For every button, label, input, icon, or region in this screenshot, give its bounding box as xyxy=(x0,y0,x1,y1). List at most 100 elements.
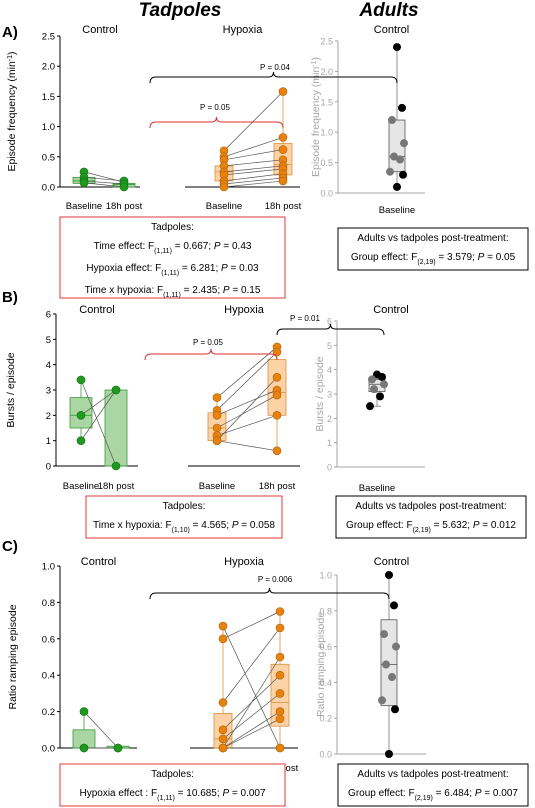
y-tick-label: 5 xyxy=(46,335,51,346)
group-label: Hypoxia xyxy=(224,556,265,568)
adult-stats-line: Group effect: F(2,19) = 3.579; P = 0.05 xyxy=(351,252,516,266)
y-axis-label: Ratio ramping episode xyxy=(7,604,19,709)
stats-p: P xyxy=(232,520,239,531)
adult-y-tick-label: 2.0 xyxy=(320,67,333,77)
adult-y-axis-label-text: Bursts / episode xyxy=(314,356,326,431)
adult-data-point xyxy=(392,642,400,651)
adult-data-point xyxy=(370,385,378,394)
stats-text: Group effect: F xyxy=(351,252,418,263)
significance-label-text: P = 0.05 xyxy=(193,338,223,347)
tadpole-stats-title: Tadpoles: xyxy=(151,222,194,233)
data-point xyxy=(278,133,288,142)
adult-y-tick-label: 0.8 xyxy=(319,606,332,616)
x-tick-label: 18h post xyxy=(106,201,143,212)
pair-line xyxy=(80,389,117,441)
pair-line xyxy=(83,711,119,749)
adult-y-axis-label: Bursts / episode xyxy=(314,356,326,431)
adult-y-tick-label: 2 xyxy=(327,414,332,424)
data-point xyxy=(272,347,282,357)
adult-group-label: Control xyxy=(374,24,409,36)
pair-line xyxy=(83,180,125,185)
data-point xyxy=(272,373,282,382)
stats-subscript: (2,19) xyxy=(417,259,435,266)
stats-p: P xyxy=(478,252,485,263)
pair-line xyxy=(222,627,281,703)
adult-group-label: Control xyxy=(373,304,408,316)
x-tick-label: Baseline xyxy=(66,201,102,212)
adult-data-point xyxy=(385,750,393,758)
y-tick-label: 2 xyxy=(46,411,51,422)
stats-subscript: (1,11) xyxy=(163,292,181,299)
data-point xyxy=(218,621,228,631)
adult-x-tick-label: Baseline xyxy=(359,483,395,494)
tadpoles-header: Tadpoles xyxy=(139,0,222,21)
adult-y-tick-label: 0.2 xyxy=(319,714,332,724)
data-point xyxy=(275,743,285,753)
adults-header: Adults xyxy=(358,0,418,21)
pair-line xyxy=(223,149,284,161)
pair-line xyxy=(223,177,284,185)
significance-bracket xyxy=(144,348,278,361)
significance-bracket xyxy=(149,71,398,84)
y-tick-label: 2.0 xyxy=(42,62,55,73)
adult-data-point xyxy=(366,402,374,411)
group-label: Control xyxy=(81,556,116,568)
stats-text: = 10.685; xyxy=(175,788,223,799)
tadpole-stats-line: Hypoxia effect: F(1,11) = 6.281; P = 0.0… xyxy=(86,263,259,277)
stats-text: = 4.565; xyxy=(190,520,232,531)
significance-label: P = 0.04 xyxy=(260,63,290,72)
data-point xyxy=(218,743,228,753)
pair-line xyxy=(83,176,125,182)
pair-line xyxy=(216,346,278,398)
stats-text: = 5.632; xyxy=(431,520,473,531)
stats-text: = 6.281; xyxy=(179,263,221,274)
adult-group-label: Control xyxy=(374,556,409,568)
significance-bracket xyxy=(149,116,284,129)
adult-data-point xyxy=(388,673,396,682)
significance-label: P = 0.05 xyxy=(200,103,230,112)
y-tick-label: 1.0 xyxy=(42,562,55,573)
adult-y-tick-label: 0.0 xyxy=(320,189,333,199)
adult-stats-title: Adults vs tadpoles post-treatment: xyxy=(355,501,506,512)
data-point xyxy=(212,393,222,402)
data-point xyxy=(212,436,222,445)
data-point xyxy=(278,87,288,96)
stats-text: Time effect: F xyxy=(94,241,155,252)
adult-data-point xyxy=(396,155,404,164)
adult-data-point xyxy=(388,116,396,125)
stats-subscript: (2,19) xyxy=(413,527,431,534)
adult-y-tick-label: 6 xyxy=(327,317,332,327)
stats-text: = 0.012 xyxy=(480,520,517,531)
significance-label-text: P = 0.04 xyxy=(260,63,290,72)
y-tick-label: 0.5 xyxy=(42,152,55,163)
tadpole-stats-box xyxy=(85,495,283,539)
pair-line xyxy=(222,611,281,640)
y-tick-label: 1 xyxy=(46,436,51,447)
y-tick-label: 0.0 xyxy=(42,183,55,194)
significance-label: P = 0.006 xyxy=(258,575,293,584)
adult-data-point xyxy=(391,705,399,714)
adult-y-tick-label: 1.0 xyxy=(319,571,332,581)
adult-stats-box xyxy=(335,495,527,539)
adult-data-point xyxy=(398,103,406,112)
x-tick-label: Baseline xyxy=(199,481,235,492)
adult-y-axis-label-close: ) xyxy=(310,57,322,61)
adult-y-tick-label: 0.6 xyxy=(319,642,332,652)
adult-y-tick-label: 0.0 xyxy=(319,750,332,760)
data-point xyxy=(275,689,285,698)
significance-label: P = 0.05 xyxy=(193,338,223,347)
adult-stats-line: Group effect: F(2,19) = 5.632; P = 0.012 xyxy=(346,520,516,534)
stats-text: Hypoxia effect : F xyxy=(79,788,157,799)
adult-y-tick-label: 4 xyxy=(327,365,332,375)
significance-bracket xyxy=(276,323,385,336)
adult-y-tick-label: 2.5 xyxy=(320,37,333,47)
pair-line xyxy=(222,711,281,749)
x-tick-label: Baseline xyxy=(63,481,99,492)
stats-text: Group effect: F xyxy=(346,520,413,531)
adult-y-axis-label: Episode frequency (min-1) xyxy=(310,57,322,177)
y-axis-label-text: Ratio ramping episode xyxy=(7,604,19,709)
y-tick-label: 2.5 xyxy=(42,32,55,43)
data-point xyxy=(212,411,222,420)
